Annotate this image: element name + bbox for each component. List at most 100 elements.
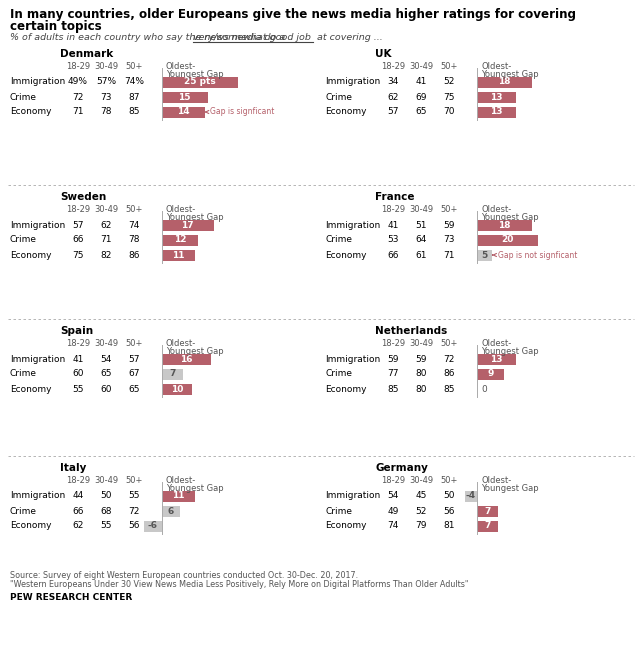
Text: 45: 45 <box>415 492 427 500</box>
Text: 70: 70 <box>443 107 455 117</box>
Text: Oldest-: Oldest- <box>166 339 196 348</box>
Text: 11: 11 <box>173 492 185 500</box>
Text: 30-49: 30-49 <box>94 205 118 214</box>
Text: 59: 59 <box>415 355 427 364</box>
Text: 13: 13 <box>490 92 503 101</box>
Text: 55: 55 <box>128 492 140 500</box>
Text: Youngest Gap: Youngest Gap <box>166 484 223 493</box>
Text: Economy: Economy <box>325 384 367 393</box>
Text: 18-29: 18-29 <box>381 62 405 71</box>
Text: 50+: 50+ <box>440 205 458 214</box>
Text: UK: UK <box>375 49 392 59</box>
Text: 41: 41 <box>415 78 427 86</box>
Text: % of adults in each country who say the news media do a: % of adults in each country who say the … <box>10 33 288 42</box>
Text: 61: 61 <box>415 250 427 260</box>
Text: 13: 13 <box>490 355 503 364</box>
Text: 50+: 50+ <box>125 339 143 348</box>
Text: 50+: 50+ <box>125 205 143 214</box>
Text: 56: 56 <box>128 521 140 530</box>
Text: at covering ...: at covering ... <box>314 33 383 42</box>
Text: 16: 16 <box>180 355 193 364</box>
Bar <box>477 353 516 364</box>
Text: 6: 6 <box>168 507 174 515</box>
Text: 77: 77 <box>387 370 399 378</box>
Text: 18-29: 18-29 <box>381 339 405 348</box>
Text: 50: 50 <box>443 492 455 500</box>
Text: 60: 60 <box>100 384 112 393</box>
Text: 30-49: 30-49 <box>409 476 433 485</box>
Bar <box>477 368 505 380</box>
Text: 18: 18 <box>498 78 510 86</box>
Bar <box>477 235 538 246</box>
Text: Immigration: Immigration <box>325 492 380 500</box>
Text: 30-49: 30-49 <box>94 476 118 485</box>
Text: 41: 41 <box>387 221 399 229</box>
Text: 80: 80 <box>415 370 427 378</box>
Text: 80: 80 <box>415 384 427 393</box>
Text: 7: 7 <box>485 507 491 515</box>
Text: 18-29: 18-29 <box>381 205 405 214</box>
Text: Spain: Spain <box>60 326 93 336</box>
Text: Immigration: Immigration <box>325 355 380 364</box>
Text: 71: 71 <box>443 250 455 260</box>
Text: 55: 55 <box>100 521 112 530</box>
Text: 7: 7 <box>485 521 491 530</box>
Text: 57: 57 <box>387 107 399 117</box>
Text: 85: 85 <box>443 384 455 393</box>
Text: Immigration: Immigration <box>10 78 65 86</box>
Text: Youngest Gap: Youngest Gap <box>166 347 223 356</box>
Text: Crime: Crime <box>325 235 352 244</box>
Text: 73: 73 <box>100 92 112 101</box>
Bar <box>144 521 162 532</box>
Text: 71: 71 <box>100 235 112 244</box>
Text: 50: 50 <box>100 492 112 500</box>
Text: 18-29: 18-29 <box>66 339 90 348</box>
Text: Crime: Crime <box>10 507 37 515</box>
Bar <box>162 76 238 88</box>
Text: 64: 64 <box>415 235 427 244</box>
Text: 15: 15 <box>178 92 191 101</box>
Text: Immigration: Immigration <box>325 78 380 86</box>
Text: In many countries, older Europeans give the news media higher ratings for coveri: In many countries, older Europeans give … <box>10 8 576 21</box>
Text: Youngest Gap: Youngest Gap <box>481 70 539 79</box>
Text: 86: 86 <box>443 370 455 378</box>
Text: Economy: Economy <box>325 521 367 530</box>
Text: Oldest-: Oldest- <box>481 62 511 71</box>
Text: 87: 87 <box>128 92 140 101</box>
Text: 25 pts: 25 pts <box>184 78 216 86</box>
Bar <box>162 107 205 117</box>
Text: Italy: Italy <box>60 463 87 473</box>
Text: 81: 81 <box>443 521 455 530</box>
Bar <box>477 219 532 231</box>
Text: 20: 20 <box>501 235 514 244</box>
Text: 66: 66 <box>387 250 399 260</box>
Text: 11: 11 <box>173 250 185 260</box>
Text: 18-29: 18-29 <box>66 476 90 485</box>
Text: Economy: Economy <box>10 521 51 530</box>
Text: 0: 0 <box>481 384 487 393</box>
Bar <box>162 384 193 395</box>
Text: 34: 34 <box>387 78 399 86</box>
Text: 51: 51 <box>415 221 427 229</box>
Text: 73: 73 <box>443 235 455 244</box>
Text: Gap is signficant: Gap is signficant <box>205 107 275 117</box>
Text: 18-29: 18-29 <box>66 205 90 214</box>
Text: 65: 65 <box>100 370 112 378</box>
Text: 72: 72 <box>444 355 455 364</box>
Text: Gap is not signficant: Gap is not signficant <box>492 250 578 260</box>
Text: Oldest-: Oldest- <box>481 205 511 214</box>
Text: 66: 66 <box>73 507 83 515</box>
Text: 49: 49 <box>387 507 399 515</box>
Text: 54: 54 <box>100 355 112 364</box>
Bar <box>162 368 183 380</box>
Bar <box>162 219 214 231</box>
Bar <box>465 490 477 501</box>
Text: Germany: Germany <box>375 463 428 473</box>
Text: 30-49: 30-49 <box>409 339 433 348</box>
Text: Immigration: Immigration <box>325 221 380 229</box>
Text: 53: 53 <box>387 235 399 244</box>
Bar <box>477 521 498 532</box>
Text: 82: 82 <box>100 250 112 260</box>
Text: 41: 41 <box>73 355 83 364</box>
Text: Economy: Economy <box>325 250 367 260</box>
